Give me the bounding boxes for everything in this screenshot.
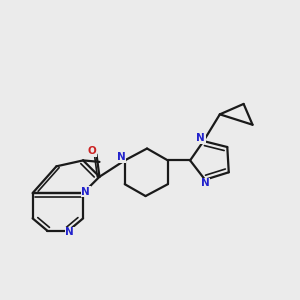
Text: N: N bbox=[117, 152, 125, 162]
Text: N: N bbox=[81, 187, 90, 196]
Text: O: O bbox=[88, 146, 96, 156]
Text: N: N bbox=[201, 178, 209, 188]
Text: N: N bbox=[196, 133, 205, 143]
Text: N: N bbox=[65, 227, 74, 237]
